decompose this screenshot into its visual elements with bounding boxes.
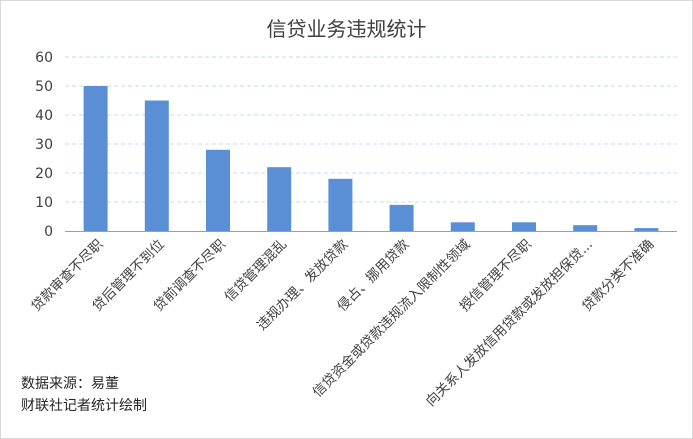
bar — [206, 149, 230, 231]
bar — [267, 167, 292, 231]
source-line: 数据来源：易董 — [21, 376, 119, 392]
y-tick-label: 20 — [35, 166, 53, 182]
bar — [83, 86, 108, 231]
source-note: 数据来源：易董 财联社记者统计绘制 — [21, 373, 147, 417]
y-tick-label: 50 — [35, 79, 53, 95]
bar — [573, 225, 598, 231]
y-tick-labels: 0 10 20 30 40 50 60 — [35, 50, 53, 240]
y-tick-label: 10 — [35, 195, 53, 211]
bar — [389, 204, 414, 231]
y-tick-label: 40 — [35, 108, 53, 124]
x-category-label: 信贷管理混乱 — [221, 237, 290, 306]
chart-title: 信贷业务违规统计 — [266, 17, 427, 41]
bars — [83, 86, 659, 231]
bar — [328, 178, 353, 231]
bar — [634, 228, 659, 231]
bar — [512, 222, 536, 231]
y-tick-label: 30 — [35, 137, 53, 153]
y-tick-label: 0 — [44, 224, 53, 240]
bar — [450, 222, 475, 231]
y-tick-label: 60 — [35, 50, 53, 66]
credit-line: 财联社记者统计绘制 — [21, 398, 147, 414]
bar — [144, 100, 169, 231]
